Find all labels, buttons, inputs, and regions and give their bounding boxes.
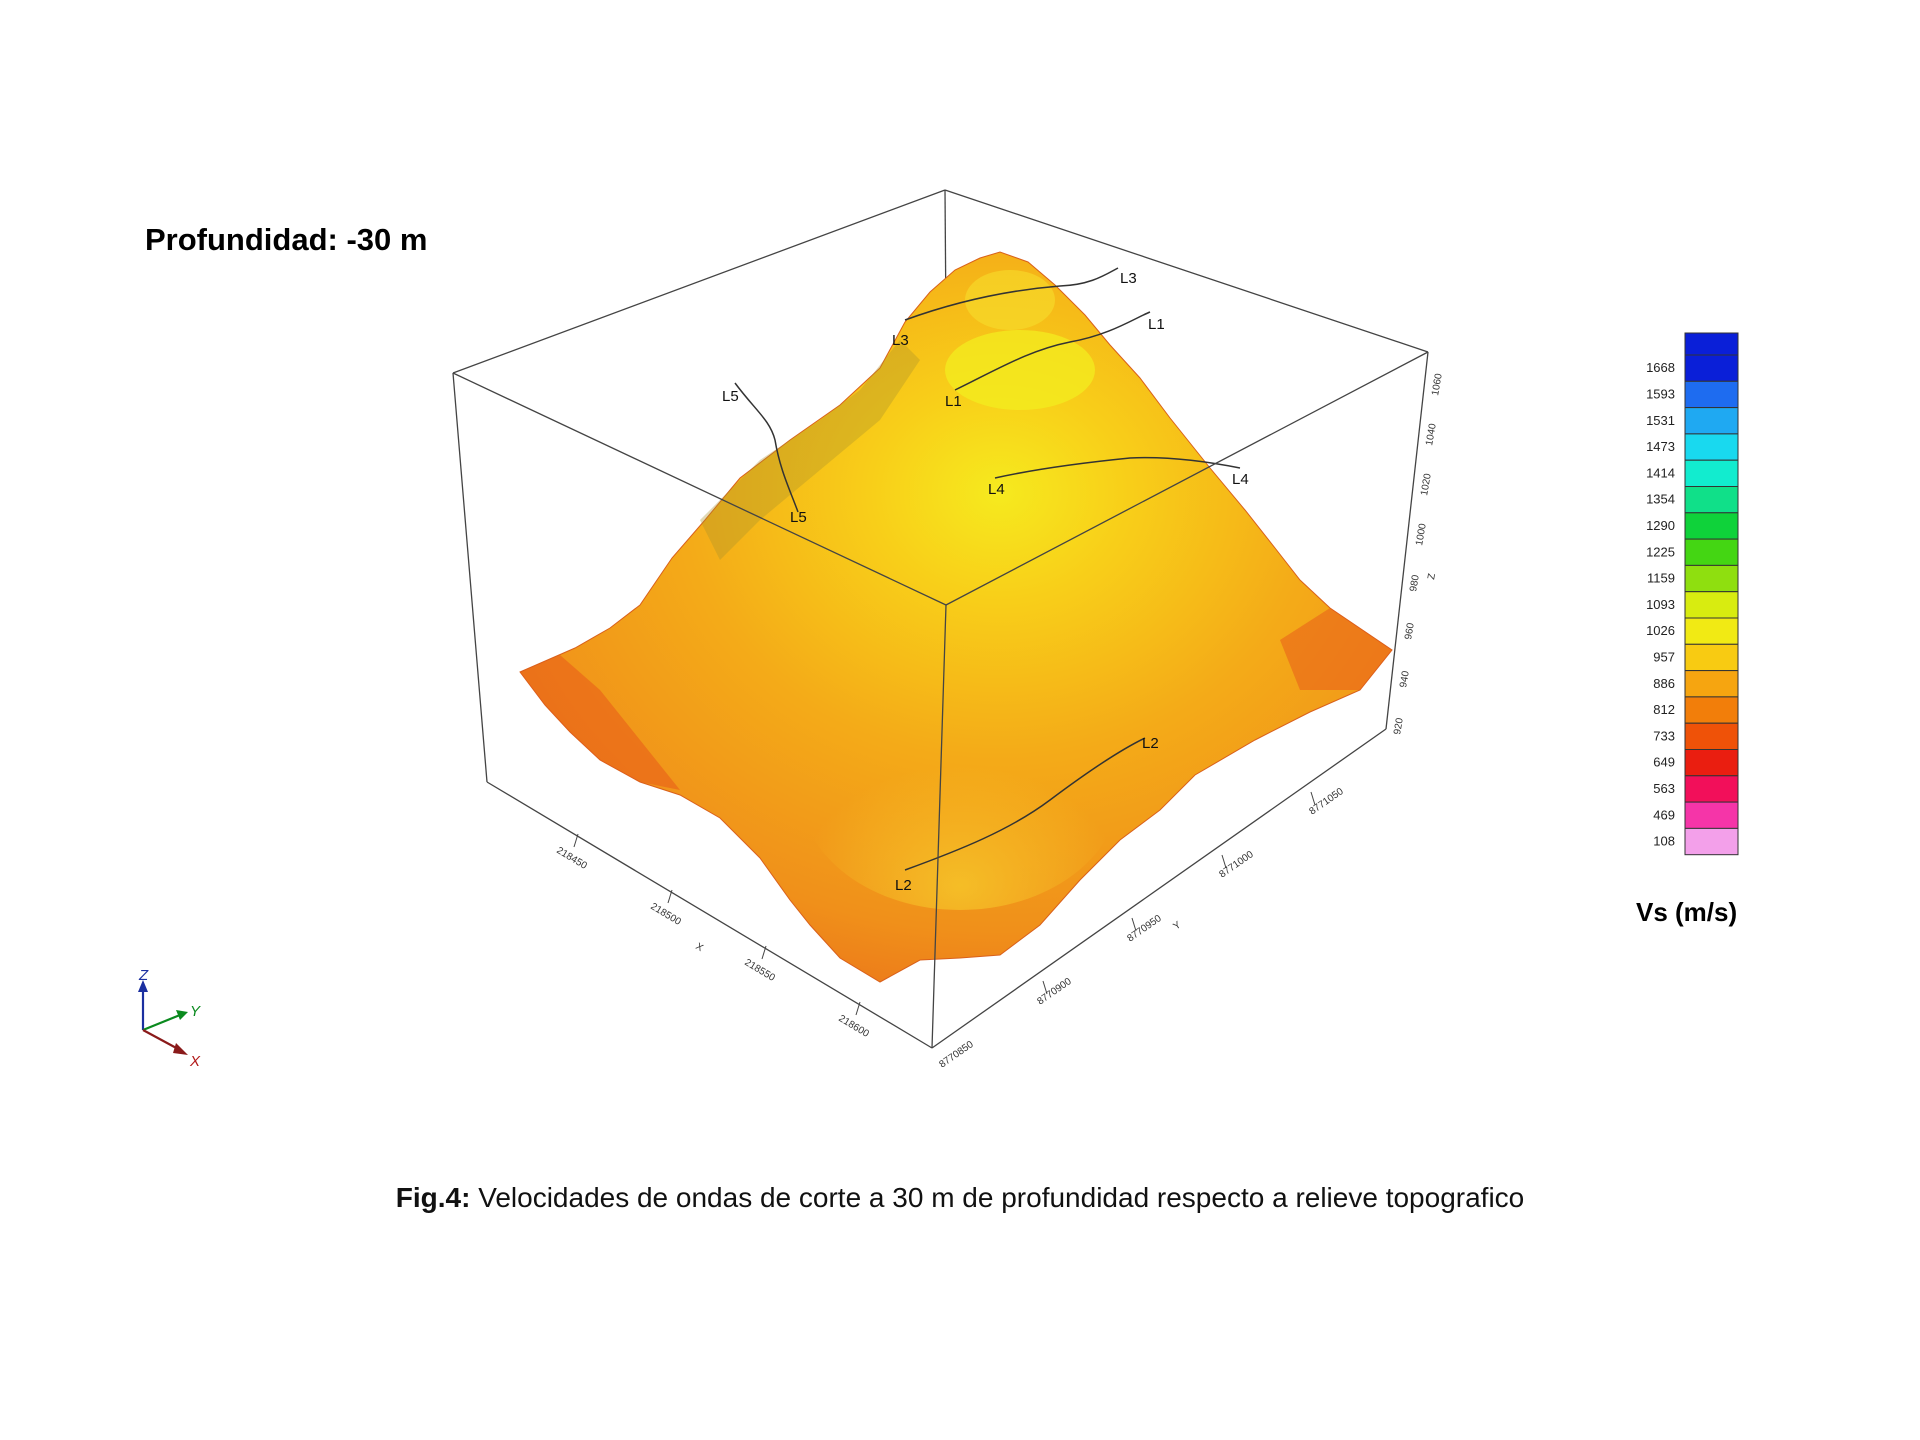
legend-value: 1473	[1646, 439, 1675, 454]
legend-swatch	[1684, 722, 1739, 751]
y-tick-1: 8770900	[1035, 976, 1074, 1008]
label-l2-start: L2	[895, 877, 912, 894]
profile-line-l5	[734, 382, 799, 513]
legend-value: 1026	[1646, 623, 1675, 638]
legend-swatch	[1684, 617, 1739, 645]
legend-swatch	[1684, 459, 1739, 488]
z-tick-6: 1040	[1424, 422, 1439, 446]
triad-x-label: X	[189, 1053, 201, 1070]
legend-value: 1354	[1646, 492, 1675, 507]
caption-label: Fig.4:	[395, 1182, 471, 1213]
legend-value: 1159	[1647, 571, 1675, 586]
legend-value: 649	[1653, 755, 1675, 770]
legend-value: 1414	[1646, 465, 1675, 480]
label-l3-start: L3	[892, 332, 909, 349]
legend-swatch	[1684, 538, 1739, 566]
legend-swatch	[1684, 591, 1739, 619]
label-l1-end: L1	[1148, 316, 1165, 333]
x-tick-3: 218600	[836, 1013, 871, 1040]
velocity-legend: 1668 1593 1531 1473 1414 1354 1290 1225 1159 1093…	[1646, 332, 1739, 856]
z-tick-1: 940	[1398, 670, 1412, 689]
triad-z-label: Z	[138, 967, 149, 984]
profile-lines	[734, 267, 1241, 871]
legend-value: 1290	[1646, 518, 1675, 533]
profile-line-l4	[994, 456, 1241, 479]
z-axis: 920 940 960 980 Z 1000 1020 1040 1060	[1392, 372, 1445, 735]
label-l2-end: L2	[1142, 735, 1159, 752]
legend-swatch	[1684, 827, 1739, 856]
label-l3-end: L3	[1120, 270, 1137, 287]
depth-title: Profundidad: -30 m	[145, 222, 428, 257]
triad-y-label: Y	[190, 1003, 201, 1020]
bounding-box-front	[452, 351, 1429, 1049]
x-tick-0: 218450	[554, 845, 589, 872]
legend-value: 1593	[1646, 386, 1675, 401]
legend-value: 1093	[1646, 597, 1675, 612]
legend-swatch	[1684, 696, 1739, 724]
legend-value: 1531	[1646, 413, 1675, 428]
legend-swatch	[1684, 775, 1739, 803]
legend-value: 812	[1653, 702, 1675, 717]
legend-value: 469	[1653, 807, 1675, 822]
z-axis-label: Z	[1426, 573, 1438, 581]
bounding-box-back	[452, 189, 1429, 1049]
legend-swatch	[1684, 749, 1739, 777]
profile-line-l3	[904, 267, 1119, 321]
legend-swatch	[1684, 801, 1739, 829]
legend-swatch	[1684, 486, 1739, 514]
label-l4-end: L4	[1232, 471, 1249, 488]
label-l1-start: L1	[945, 393, 962, 410]
legend-value: 1225	[1646, 544, 1675, 559]
caption-text: Velocidades de ondas de corte a 30 m de …	[470, 1182, 1525, 1213]
y-axis-label: Y	[1171, 919, 1183, 932]
z-tick-3: 980	[1408, 574, 1422, 593]
legend-swatch	[1684, 670, 1739, 698]
z-tick-4: 1000	[1414, 522, 1429, 546]
profile-line-l1	[954, 311, 1151, 391]
z-tick-5: 1020	[1419, 472, 1434, 496]
y-tick-3: 8771000	[1217, 849, 1256, 881]
label-l5-start: L5	[722, 388, 739, 405]
legend-swatch	[1684, 512, 1739, 540]
y-tick-0: 8770850	[937, 1039, 976, 1071]
legend-value: 1668	[1646, 360, 1675, 375]
y-tick-2: 8770950	[1125, 913, 1164, 945]
legend-value: 886	[1653, 676, 1675, 691]
legend-value: 108	[1653, 834, 1675, 849]
profile-line-l2	[904, 737, 1146, 871]
profile-labels: L3 L3 L1 L1 L4 L4 L5 L5 L2 L2	[722, 270, 1249, 894]
z-tick-7: 1060	[1430, 372, 1445, 396]
x-tick-1: 218500	[648, 901, 683, 928]
legend-value: 733	[1653, 728, 1675, 743]
legend-swatch	[1684, 354, 1739, 382]
label-l5-end: L5	[790, 509, 807, 526]
legend-swatch	[1684, 643, 1739, 672]
legend-swatch	[1684, 564, 1739, 593]
legend-swatch	[1684, 380, 1739, 409]
y-tick-4: 8771050	[1307, 786, 1346, 818]
legend-swatch	[1684, 433, 1739, 461]
legend-swatch	[1684, 407, 1739, 435]
figure-caption: Fig.4: Velocidades de ondas de corte a 3…	[0, 1182, 1920, 1214]
z-tick-2: 960	[1403, 622, 1417, 641]
z-tick-0: 920	[1392, 717, 1406, 736]
legend-cap-top	[1684, 332, 1739, 356]
legend-value: 957	[1653, 649, 1675, 664]
orientation-triad: Z Y X	[138, 967, 201, 1070]
label-l4-start: L4	[988, 481, 1005, 498]
legend-title: Vs (m/s)	[1636, 897, 1738, 927]
terrain-surface	[519, 251, 1393, 983]
x-tick-2: 218550	[742, 957, 777, 984]
legend-value: 563	[1653, 781, 1675, 796]
x-axis-label: X	[693, 941, 705, 954]
